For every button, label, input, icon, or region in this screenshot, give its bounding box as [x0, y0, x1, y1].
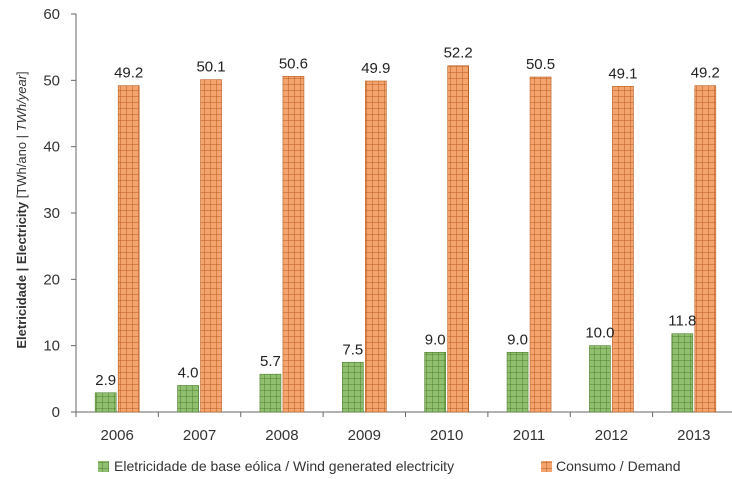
- y-axis-label-italic: TWh/year: [14, 74, 29, 131]
- bars: [94, 65, 717, 413]
- x-tick-label: 2012: [595, 427, 628, 444]
- bar-wind: [424, 351, 446, 413]
- x-tick-label: 2010: [430, 427, 463, 444]
- bar-demand: [447, 65, 469, 413]
- legend-swatch-demand: [541, 461, 552, 472]
- bar-demand: [612, 86, 634, 413]
- data-label-demand: 49.2: [691, 65, 720, 82]
- legend-label-wind: Eletricidade de base eólica / Wind gener…: [114, 458, 454, 474]
- y-tick-label: 30: [43, 205, 60, 222]
- data-label-demand: 50.6: [279, 55, 308, 72]
- x-tick-label: 2006: [101, 427, 134, 444]
- data-label-wind: 7.5: [342, 341, 363, 358]
- bar-demand: [365, 80, 387, 413]
- data-label-demand: 50.5: [526, 56, 555, 73]
- bar-demand: [117, 85, 140, 413]
- data-label-wind: 11.8: [668, 313, 696, 330]
- y-axis-label-bold: Eletricidade | Electricity: [14, 201, 29, 348]
- data-labels: 2.9 49.2 4.0 50.1 5.7 50.6 7.5 49.9 9.0 52.2 9.0 50…: [95, 45, 720, 389]
- data-label-demand: 49.2: [114, 65, 143, 82]
- x-tick-label: 2007: [183, 427, 216, 444]
- x-tick-label: 2013: [677, 427, 710, 444]
- y-tick-label: 50: [43, 72, 60, 89]
- y-axis-label-part1: [TWh/: [14, 163, 29, 202]
- y-axis-label-part2: ano |: [14, 131, 29, 163]
- x-tick-label: 2009: [348, 427, 381, 444]
- bar-demand: [694, 85, 717, 413]
- y-axis-label-part3: ]: [14, 71, 29, 75]
- y-ticks: 0 10 20 30 40 50 60: [43, 6, 76, 421]
- x-tick-label: 2011: [513, 427, 545, 444]
- y-axis-label-text: Eletricidade | Electricity [TWh/ano | TW…: [14, 71, 29, 348]
- data-label-wind: 5.7: [260, 353, 281, 370]
- x-tick-label: 2008: [265, 427, 298, 444]
- bar-wind: [589, 345, 611, 413]
- bar-wind: [671, 333, 694, 413]
- bar-wind: [342, 361, 364, 413]
- data-label-wind: 2.9: [95, 372, 116, 389]
- y-axis-label: Eletricidade | Electricity [TWh/ano | TW…: [14, 71, 29, 348]
- legend: Eletricidade de base eólica / Wind gener…: [98, 458, 681, 474]
- y-tick-label: 20: [43, 271, 60, 288]
- data-label-wind: 10.0: [585, 325, 614, 342]
- bar-wind: [177, 385, 199, 413]
- data-label-wind: 9.0: [507, 331, 528, 348]
- bar-demand: [282, 76, 305, 413]
- data-label-demand: 49.1: [608, 65, 637, 82]
- bar-wind: [506, 351, 529, 413]
- data-label-demand: 52.2: [444, 45, 473, 62]
- y-tick-label: 0: [52, 404, 60, 421]
- legend-label-demand: Consumo / Demand: [556, 458, 681, 474]
- y-tick-label: 10: [43, 338, 60, 355]
- data-label-wind: 4.0: [178, 364, 199, 381]
- data-label-demand: 50.1: [196, 59, 225, 76]
- bar-wind: [259, 373, 282, 413]
- y-tick-label: 60: [43, 6, 60, 23]
- legend-swatch-wind: [98, 461, 109, 472]
- bar-wind: [94, 392, 117, 413]
- bar-demand: [529, 76, 552, 413]
- data-label-demand: 49.9: [361, 60, 390, 77]
- data-label-wind: 9.0: [425, 331, 446, 348]
- x-ticks: 2006 2007 2008 2009 2010 2011 2012 2013: [75, 412, 711, 444]
- y-tick-label: 40: [43, 139, 60, 156]
- bar-demand: [200, 79, 222, 413]
